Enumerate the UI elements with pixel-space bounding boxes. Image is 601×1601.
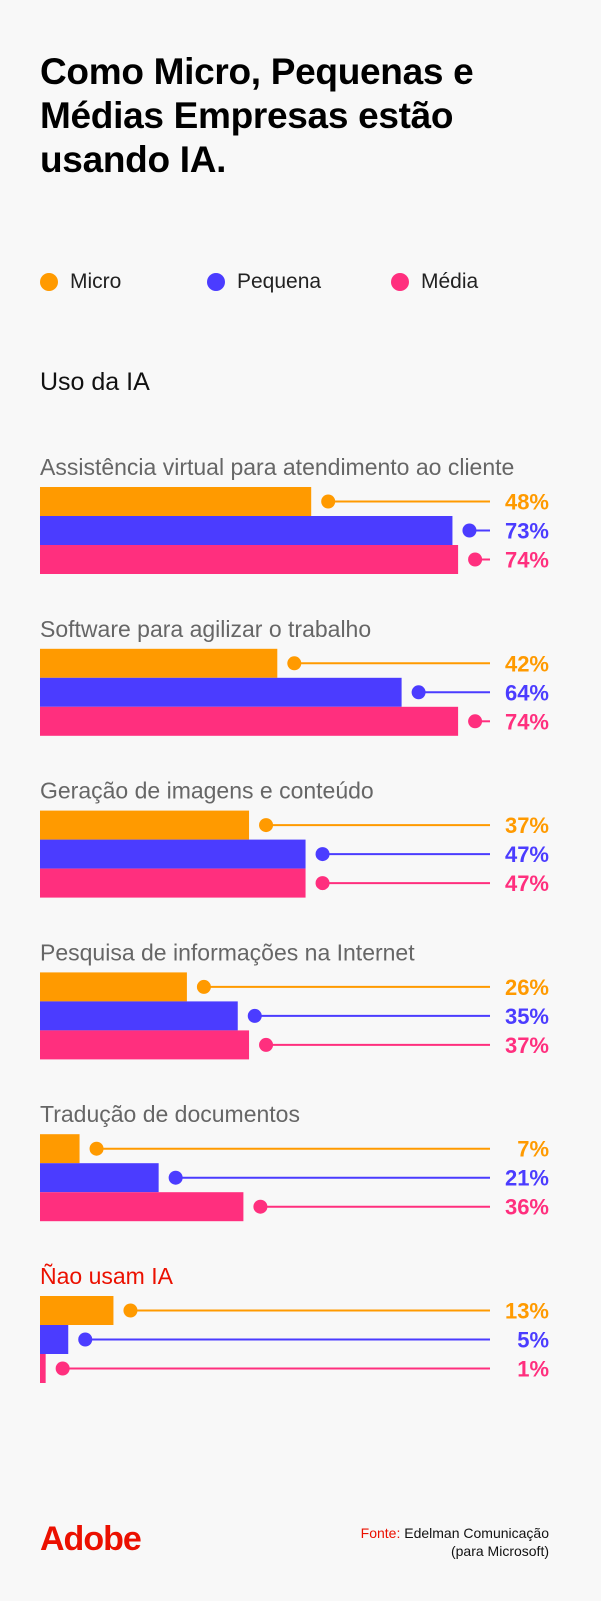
category-label: Software para agilizar o trabalho [40, 616, 371, 642]
data-label: 74% [505, 709, 549, 734]
category-label: Tradução de documentos [40, 1101, 300, 1127]
legend-item-pequena: Pequena [207, 270, 321, 294]
leader-dot [259, 1037, 274, 1052]
legend-label: Pequena [237, 270, 322, 293]
source-line2: (para Microsoft) [450, 1543, 549, 1559]
legend-swatch-pequena [207, 273, 225, 291]
category-label: Geração de imagens e conteúdo [40, 778, 374, 804]
data-label: 36% [505, 1195, 549, 1220]
leader-dot [89, 1141, 104, 1156]
data-label: 47% [505, 871, 549, 896]
bar [40, 810, 250, 840]
source-line1: Edelman Comunicação [404, 1525, 549, 1541]
legend: Micro Pequena Média [40, 270, 560, 298]
leader-dot [78, 1332, 93, 1347]
bar [40, 868, 306, 898]
legend-label: Média [421, 270, 479, 293]
page-title: Como Micro, Pequenas e Médias Empresas e… [40, 51, 474, 180]
bar [40, 1296, 114, 1325]
category-label: Ñao usam IA [40, 1263, 174, 1289]
data-label: 1% [517, 1357, 549, 1382]
adobe-logo: Adobe [40, 1520, 142, 1558]
source-label: Fonte: [360, 1525, 401, 1541]
leader-dot [287, 656, 302, 671]
source-note: Fonte: Edelman Comunicação (para Microso… [361, 1524, 549, 1560]
bar [40, 677, 402, 707]
bar [40, 1001, 238, 1031]
leader-dot [468, 714, 483, 729]
data-label: 5% [517, 1328, 549, 1353]
leader-dot [168, 1170, 183, 1185]
bar [40, 1192, 244, 1222]
leader-dot [315, 847, 330, 862]
legend-item-media: Média [391, 270, 478, 294]
category-label: Assistência virtual para atendimento ao … [40, 454, 514, 480]
data-label: 7% [517, 1137, 549, 1162]
data-label: 35% [505, 1004, 549, 1029]
legend-label: Micro [70, 270, 122, 293]
bar [40, 1030, 250, 1060]
bar [40, 516, 453, 545]
bar [40, 1134, 80, 1164]
data-label: 64% [505, 680, 549, 705]
data-label: 21% [505, 1166, 549, 1191]
data-label: 37% [505, 813, 549, 838]
leader-dot [462, 523, 477, 538]
bar [40, 1163, 159, 1193]
leader-dot [253, 1199, 268, 1214]
data-label: 48% [505, 490, 549, 515]
bar [40, 839, 306, 869]
bar [40, 706, 459, 736]
leader-dot [55, 1361, 70, 1376]
leader-dot [315, 876, 330, 891]
data-label: 26% [505, 975, 549, 1000]
data-label: 74% [505, 548, 549, 573]
bar [40, 545, 459, 574]
leader-dot [411, 685, 426, 700]
leader-dot [196, 979, 211, 994]
data-label: 73% [505, 519, 549, 544]
leader-dot [321, 494, 336, 509]
legend-swatch-micro [40, 273, 58, 291]
leader-dot [468, 552, 483, 567]
data-label: 37% [505, 1033, 549, 1058]
leader-dot [247, 1008, 262, 1023]
category-label: Pesquisa de informações na Internet [40, 939, 415, 965]
section-title: Uso da IA [40, 368, 150, 396]
leader-dot [123, 1303, 138, 1318]
bar [40, 972, 187, 1002]
legend-item-micro: Micro [40, 270, 121, 294]
leader-dot [259, 818, 274, 833]
bar [40, 1354, 46, 1383]
bar [40, 487, 312, 516]
bar [40, 1325, 69, 1354]
legend-swatch-media [391, 273, 409, 291]
data-label: 13% [505, 1299, 549, 1324]
data-label: 42% [505, 651, 549, 676]
bar [40, 648, 278, 678]
data-label: 47% [505, 842, 549, 867]
